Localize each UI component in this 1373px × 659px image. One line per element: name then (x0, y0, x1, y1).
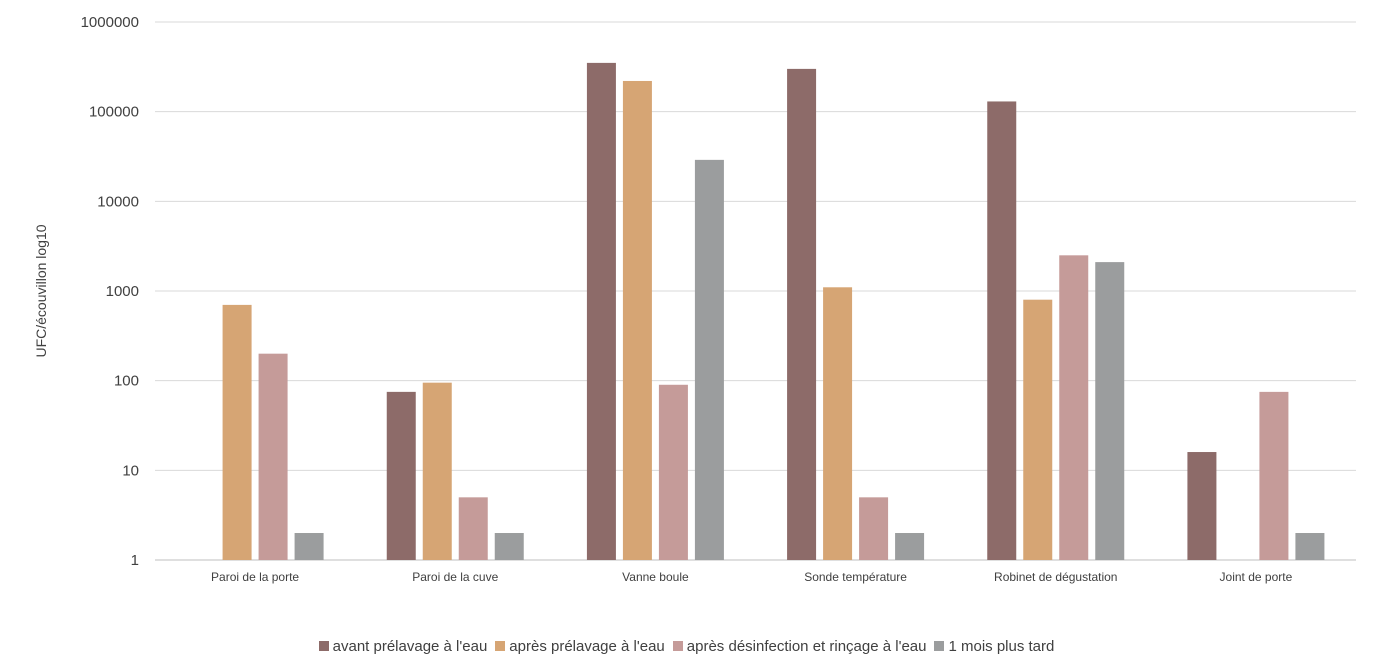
bar (859, 497, 889, 560)
bar (422, 382, 452, 560)
bar (1259, 391, 1289, 560)
bar (823, 287, 853, 560)
legend-label: avant prélavage à l'eau (332, 638, 488, 655)
legend-swatch (672, 641, 683, 651)
legend: avant prélavage à l'eau après prélavage à… (0, 638, 1373, 655)
bar (258, 353, 288, 560)
legend-label: 1 mois plus tard (948, 638, 1055, 655)
legend-label: après désinfection et rinçage à l'eau (686, 638, 927, 655)
x-axis-labels: Paroi de la porte Paroi de la cuve Vanne b… (211, 570, 1293, 584)
y-tick-label: 10 (122, 462, 139, 479)
bar (1187, 452, 1217, 560)
legend-swatch (934, 641, 945, 651)
legend-item: après désinfection et rinçage à l'eau (672, 638, 927, 655)
x-tick-label: Vanne boule (622, 570, 689, 584)
legend-label: après prélavage à l'eau (509, 638, 665, 655)
legend-item: 1 mois plus tard (934, 638, 1054, 655)
y-axis-ticks: 1 10 100 1000 10000 100000 1000000 (81, 14, 139, 569)
x-tick-label: Robinet de dégustation (994, 570, 1117, 584)
x-tick-label: Joint de porte (1220, 570, 1293, 584)
legend-swatch (495, 641, 506, 651)
bar (586, 62, 616, 560)
legend-swatch (318, 641, 329, 651)
bar (1059, 255, 1089, 560)
y-tick-label: 10000 (97, 193, 139, 210)
bars (222, 62, 1325, 561)
x-tick-label: Paroi de la cuve (412, 570, 498, 584)
gridlines (155, 21, 1356, 561)
bar (658, 384, 688, 560)
bar (222, 304, 252, 560)
bar (1295, 533, 1325, 560)
legend-item: après prélavage à l'eau (495, 638, 665, 655)
y-tick-label: 100000 (89, 104, 139, 121)
bar (458, 497, 488, 560)
bar (622, 80, 652, 560)
x-tick-label: Paroi de la porte (211, 570, 299, 584)
bar (294, 533, 324, 560)
y-tick-label: 1000 (106, 283, 139, 300)
bar (787, 68, 817, 560)
bar (494, 533, 524, 560)
y-axis-title: UFC/écouvillon log10 (33, 224, 49, 357)
bar-chart: 1 10 100 1000 10000 100000 1000000 Paroi de la… (33, 14, 1356, 584)
bar (386, 391, 416, 560)
bar (895, 533, 925, 560)
y-tick-label: 1 (131, 552, 139, 569)
bar (1095, 262, 1125, 560)
y-tick-label: 1000000 (81, 14, 139, 31)
y-tick-label: 100 (114, 373, 139, 390)
x-tick-label: Sonde température (804, 570, 907, 584)
bar (987, 101, 1017, 561)
bar (1023, 299, 1053, 560)
legend-item: avant prélavage à l'eau (318, 638, 488, 655)
bar (694, 159, 724, 560)
